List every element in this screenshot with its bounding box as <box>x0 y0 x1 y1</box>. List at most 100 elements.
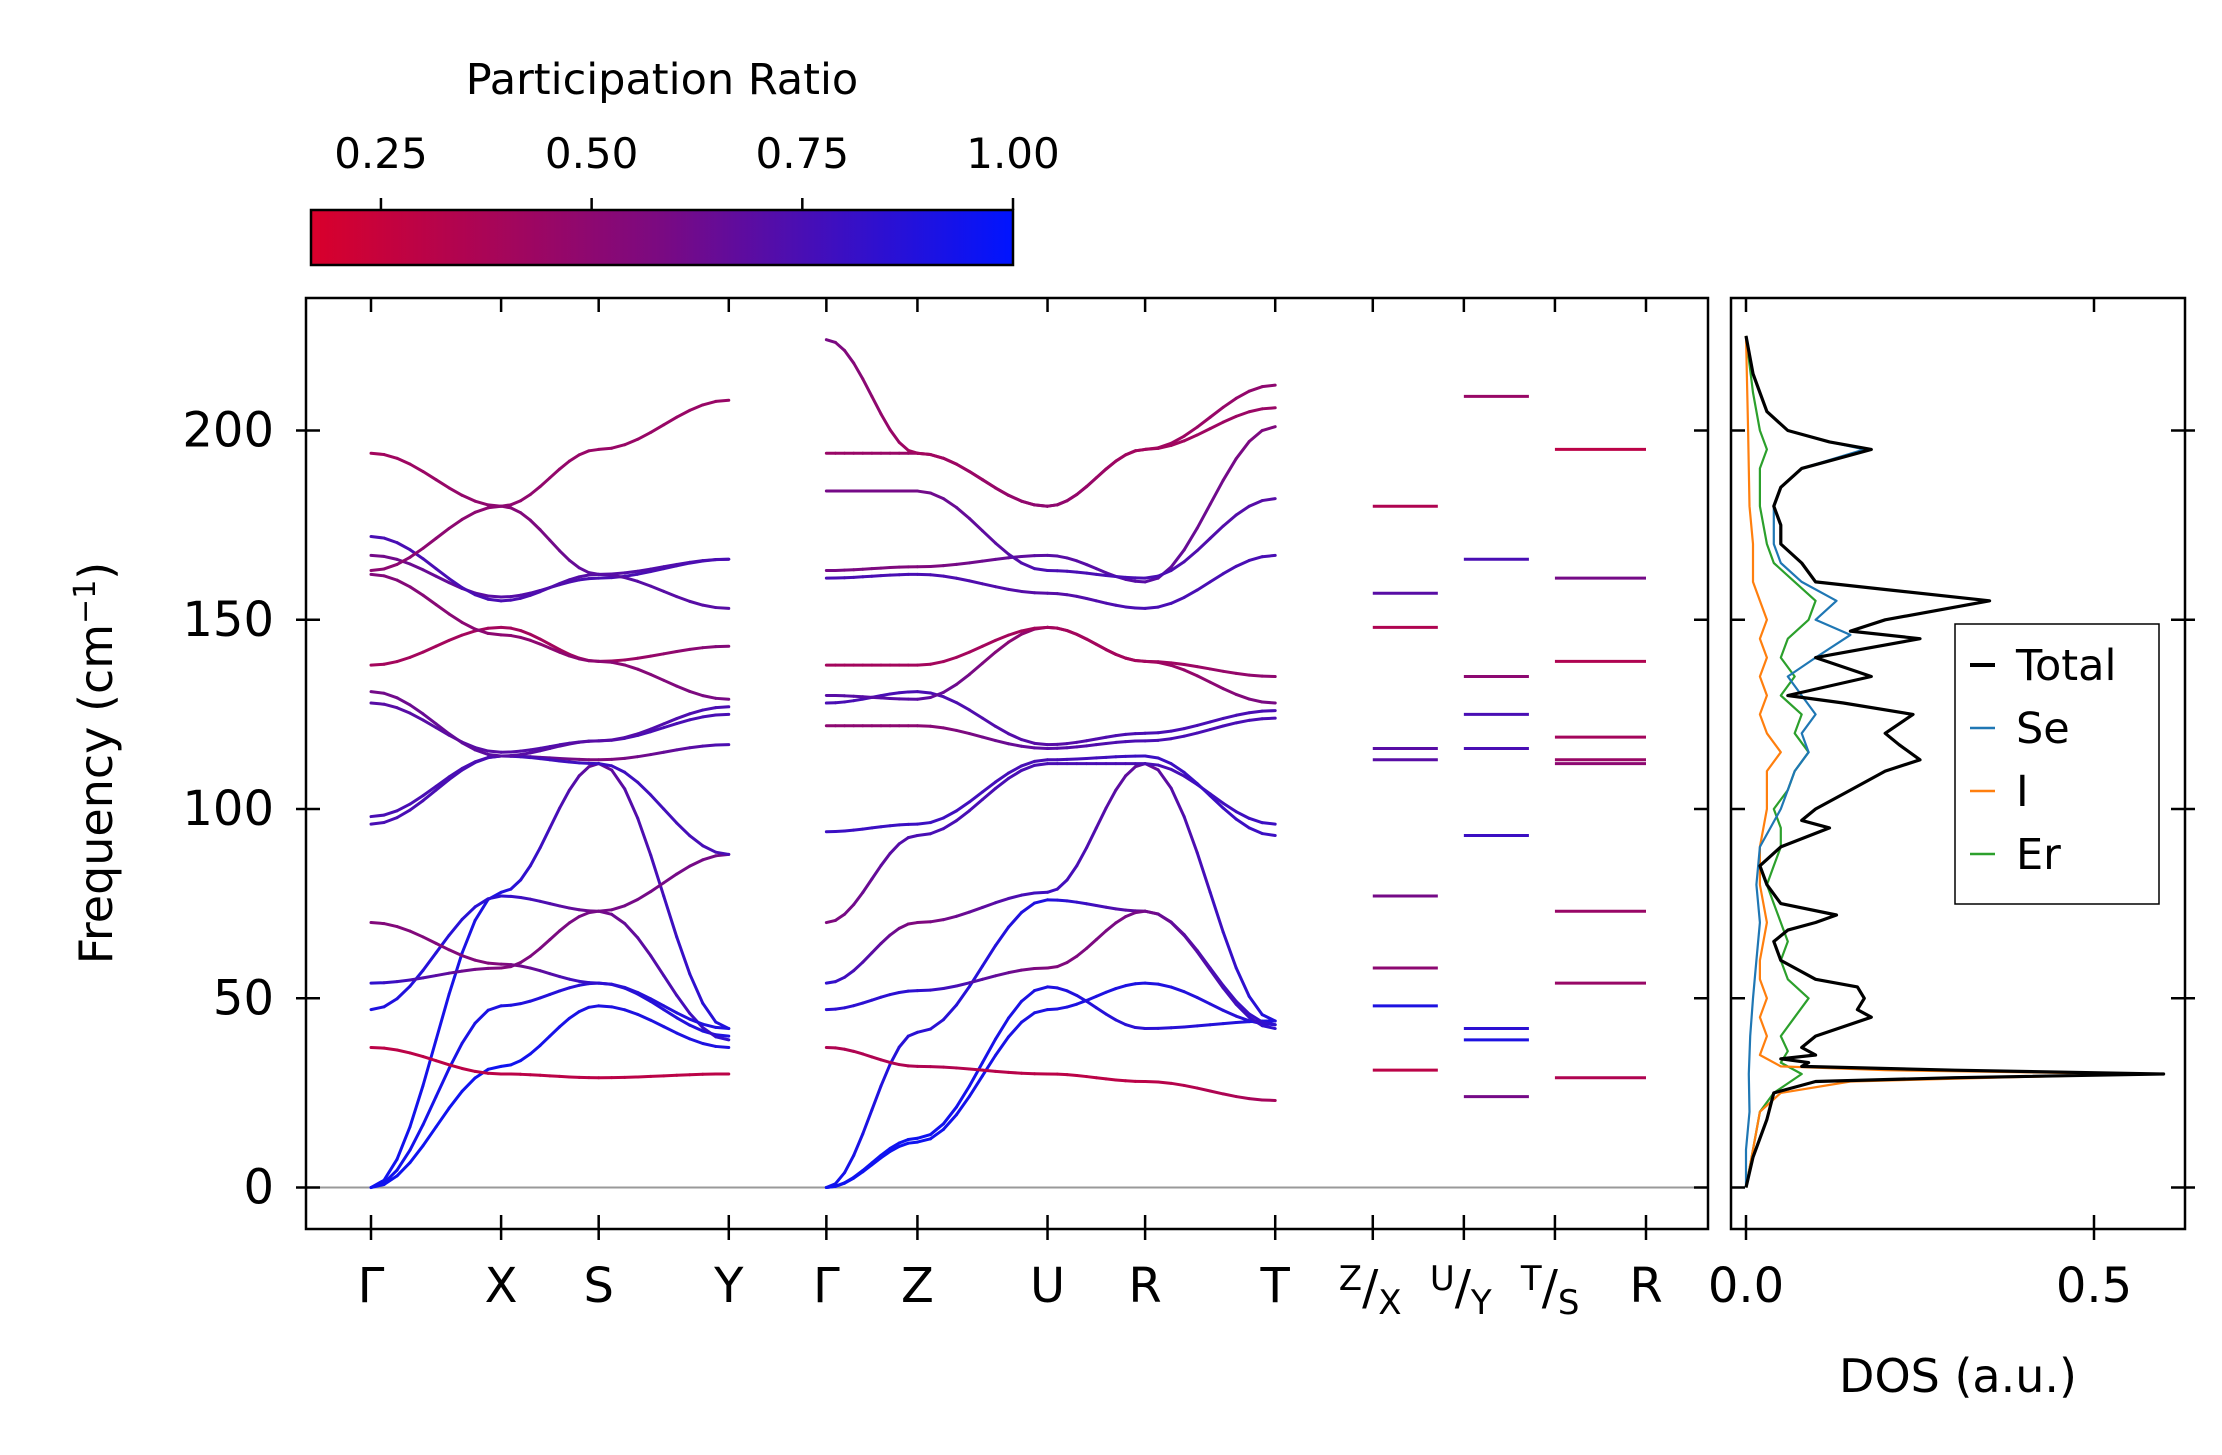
band-segment <box>688 689 705 698</box>
band-segment <box>1156 601 1173 609</box>
band-segment <box>1208 572 1225 584</box>
band-segment <box>833 975 847 984</box>
band-segment <box>1208 724 1225 732</box>
band-segment <box>1046 965 1059 970</box>
band-segment <box>906 1140 919 1145</box>
band-segment <box>928 690 945 699</box>
band-segment <box>499 1063 513 1068</box>
band-segment <box>954 650 971 659</box>
band-segment <box>701 1041 718 1048</box>
band-segment <box>675 1011 692 1021</box>
band-segment <box>897 1141 910 1148</box>
band-segment <box>1104 1077 1118 1082</box>
band-segment <box>870 1055 883 1062</box>
band-segment <box>1114 575 1128 579</box>
band-segment <box>1020 901 1037 914</box>
band-segment <box>408 1144 425 1165</box>
band-segment <box>434 567 451 581</box>
band-segment <box>662 872 679 885</box>
band-segment <box>1195 1086 1212 1093</box>
band-segment <box>1208 890 1225 934</box>
colorbar-tick-label: 0.50 <box>545 129 639 178</box>
band-segment <box>1075 946 1089 958</box>
band-segment <box>1143 446 1160 451</box>
band-segment <box>610 736 627 742</box>
band-segment <box>548 972 562 979</box>
band-segment <box>675 935 692 976</box>
band-segment <box>833 1181 847 1188</box>
band-segment <box>993 640 1010 654</box>
band-segment <box>1075 632 1089 641</box>
band-segment <box>1094 735 1108 741</box>
band-segment <box>1182 990 1199 999</box>
dos-series-er <box>1744 335 1817 1188</box>
band-segment <box>1007 910 1024 929</box>
band-segment <box>915 489 932 495</box>
band-segment <box>870 1153 883 1165</box>
band-segment <box>421 593 438 607</box>
band-segment <box>967 798 984 813</box>
band-segment <box>567 575 581 582</box>
band-segment <box>636 730 653 737</box>
band-segment <box>382 816 399 824</box>
colorbar-bar <box>309 208 1015 267</box>
band-segment <box>675 864 692 876</box>
band-segment <box>1221 801 1238 814</box>
band-segment <box>1208 405 1225 419</box>
band-segment <box>509 1002 523 1007</box>
band-segment <box>369 451 386 457</box>
band-segment <box>558 921 571 933</box>
band-segment <box>528 1043 542 1056</box>
band-segment <box>473 897 490 922</box>
band-segment <box>649 1018 666 1029</box>
band-segment <box>915 1027 932 1034</box>
band-segment <box>421 974 438 980</box>
band-segment <box>1065 569 1079 574</box>
band-segment <box>395 1148 412 1172</box>
band-segment <box>688 834 705 848</box>
band-segment <box>499 625 513 630</box>
band-segment <box>870 574 883 578</box>
band-segment <box>1143 738 1160 743</box>
band-segment <box>1221 687 1238 696</box>
band-segment <box>636 1012 653 1022</box>
band-segment <box>843 1175 856 1185</box>
band-segment <box>1234 1095 1251 1101</box>
kpoint-combo-label: T/S <box>1520 1259 1580 1323</box>
band-segment <box>1065 989 1079 997</box>
band-segment <box>870 941 883 955</box>
band-segment <box>1195 720 1212 727</box>
band-segment <box>1221 564 1238 576</box>
band-segment <box>701 1022 718 1029</box>
band-segment <box>587 659 601 663</box>
band-segment <box>548 758 562 763</box>
band-segment <box>852 361 865 381</box>
band-segment <box>662 974 679 997</box>
band-segment <box>1075 744 1089 749</box>
band-segment <box>567 1010 581 1020</box>
band-segment <box>1114 907 1128 912</box>
band-segment <box>675 1073 692 1077</box>
band-segment <box>610 764 627 774</box>
band-segment <box>861 1052 874 1059</box>
band-segment <box>879 1058 892 1064</box>
band-segment <box>688 858 705 868</box>
band-segment <box>1104 740 1118 745</box>
band-segment <box>610 571 627 576</box>
band-segment <box>1247 673 1264 678</box>
band-segment <box>548 744 562 750</box>
band-segment <box>519 1052 532 1063</box>
kpoint-label: S <box>583 1258 613 1314</box>
band-segment <box>486 597 503 603</box>
band-segment <box>928 491 945 501</box>
band-segment <box>1085 737 1098 743</box>
band-segment <box>993 771 1010 784</box>
band-segment <box>954 800 971 813</box>
band-segment <box>447 633 464 642</box>
band-segment <box>675 647 692 653</box>
band-segment <box>954 981 971 988</box>
band-segment <box>1195 1023 1212 1028</box>
band-segment <box>1247 429 1264 444</box>
band-segment <box>421 935 438 945</box>
band-segment <box>395 456 412 466</box>
